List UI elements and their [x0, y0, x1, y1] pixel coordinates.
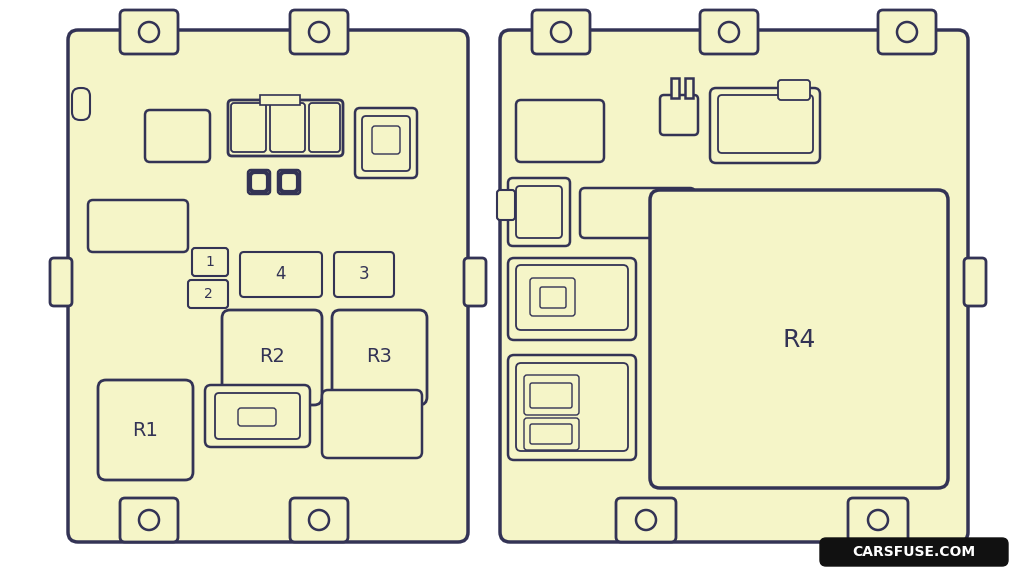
FancyBboxPatch shape — [72, 88, 90, 120]
FancyBboxPatch shape — [516, 100, 604, 162]
FancyBboxPatch shape — [270, 103, 305, 152]
FancyBboxPatch shape — [532, 10, 590, 54]
FancyBboxPatch shape — [120, 10, 178, 54]
FancyBboxPatch shape — [516, 265, 628, 330]
FancyBboxPatch shape — [616, 498, 676, 542]
FancyBboxPatch shape — [193, 248, 228, 276]
FancyBboxPatch shape — [580, 188, 695, 238]
FancyBboxPatch shape — [231, 103, 266, 152]
FancyBboxPatch shape — [290, 10, 348, 54]
Text: 2: 2 — [204, 287, 212, 301]
FancyBboxPatch shape — [188, 280, 228, 308]
FancyBboxPatch shape — [530, 424, 572, 444]
FancyBboxPatch shape — [290, 498, 348, 542]
Bar — [671, 78, 679, 98]
Circle shape — [309, 510, 329, 530]
FancyBboxPatch shape — [334, 252, 394, 297]
FancyBboxPatch shape — [248, 170, 270, 194]
Circle shape — [868, 510, 888, 530]
FancyBboxPatch shape — [524, 375, 579, 415]
FancyBboxPatch shape — [660, 95, 698, 135]
Circle shape — [897, 22, 918, 42]
Circle shape — [636, 510, 656, 530]
FancyBboxPatch shape — [215, 393, 300, 439]
FancyBboxPatch shape — [145, 110, 210, 162]
FancyBboxPatch shape — [355, 108, 417, 178]
Text: CARSFUSE.COM: CARSFUSE.COM — [852, 545, 976, 559]
FancyBboxPatch shape — [540, 287, 566, 308]
FancyBboxPatch shape — [650, 190, 948, 488]
Circle shape — [719, 22, 739, 42]
FancyBboxPatch shape — [710, 88, 820, 163]
FancyBboxPatch shape — [516, 363, 628, 451]
Text: R3: R3 — [366, 347, 392, 366]
Text: R4: R4 — [782, 328, 816, 352]
Text: R1: R1 — [132, 420, 158, 439]
Bar — [0, 0, 1024, 30]
Text: 4: 4 — [275, 265, 287, 283]
FancyBboxPatch shape — [530, 383, 572, 408]
Bar — [260, 95, 300, 105]
Circle shape — [309, 22, 329, 42]
FancyBboxPatch shape — [372, 126, 400, 154]
Bar — [980, 0, 1024, 576]
Bar — [0, 540, 1024, 576]
Circle shape — [139, 22, 159, 42]
FancyBboxPatch shape — [508, 355, 636, 460]
FancyBboxPatch shape — [524, 418, 579, 450]
FancyBboxPatch shape — [309, 103, 340, 152]
FancyBboxPatch shape — [530, 278, 575, 316]
FancyBboxPatch shape — [278, 170, 300, 194]
FancyBboxPatch shape — [322, 390, 422, 458]
FancyBboxPatch shape — [878, 10, 936, 54]
FancyBboxPatch shape — [778, 80, 810, 100]
FancyBboxPatch shape — [228, 100, 343, 156]
Text: 1: 1 — [206, 255, 214, 269]
Bar — [0, 0, 60, 576]
FancyBboxPatch shape — [332, 310, 427, 405]
Circle shape — [551, 22, 571, 42]
FancyBboxPatch shape — [50, 258, 72, 306]
FancyBboxPatch shape — [464, 258, 486, 306]
FancyBboxPatch shape — [497, 190, 515, 220]
FancyBboxPatch shape — [964, 258, 986, 306]
FancyBboxPatch shape — [205, 385, 310, 447]
FancyBboxPatch shape — [700, 10, 758, 54]
FancyBboxPatch shape — [508, 178, 570, 246]
FancyBboxPatch shape — [238, 408, 276, 426]
FancyBboxPatch shape — [222, 310, 322, 405]
FancyBboxPatch shape — [98, 380, 193, 480]
FancyBboxPatch shape — [240, 252, 322, 297]
Text: 3: 3 — [358, 265, 370, 283]
FancyBboxPatch shape — [500, 30, 968, 542]
FancyBboxPatch shape — [120, 498, 178, 542]
FancyBboxPatch shape — [718, 95, 813, 153]
FancyBboxPatch shape — [68, 30, 468, 542]
FancyBboxPatch shape — [362, 116, 410, 171]
FancyBboxPatch shape — [820, 538, 1008, 566]
FancyBboxPatch shape — [88, 200, 188, 252]
Bar — [685, 78, 693, 98]
FancyBboxPatch shape — [848, 498, 908, 542]
FancyBboxPatch shape — [508, 258, 636, 340]
Text: R2: R2 — [259, 347, 285, 366]
FancyBboxPatch shape — [516, 186, 562, 238]
Circle shape — [139, 510, 159, 530]
